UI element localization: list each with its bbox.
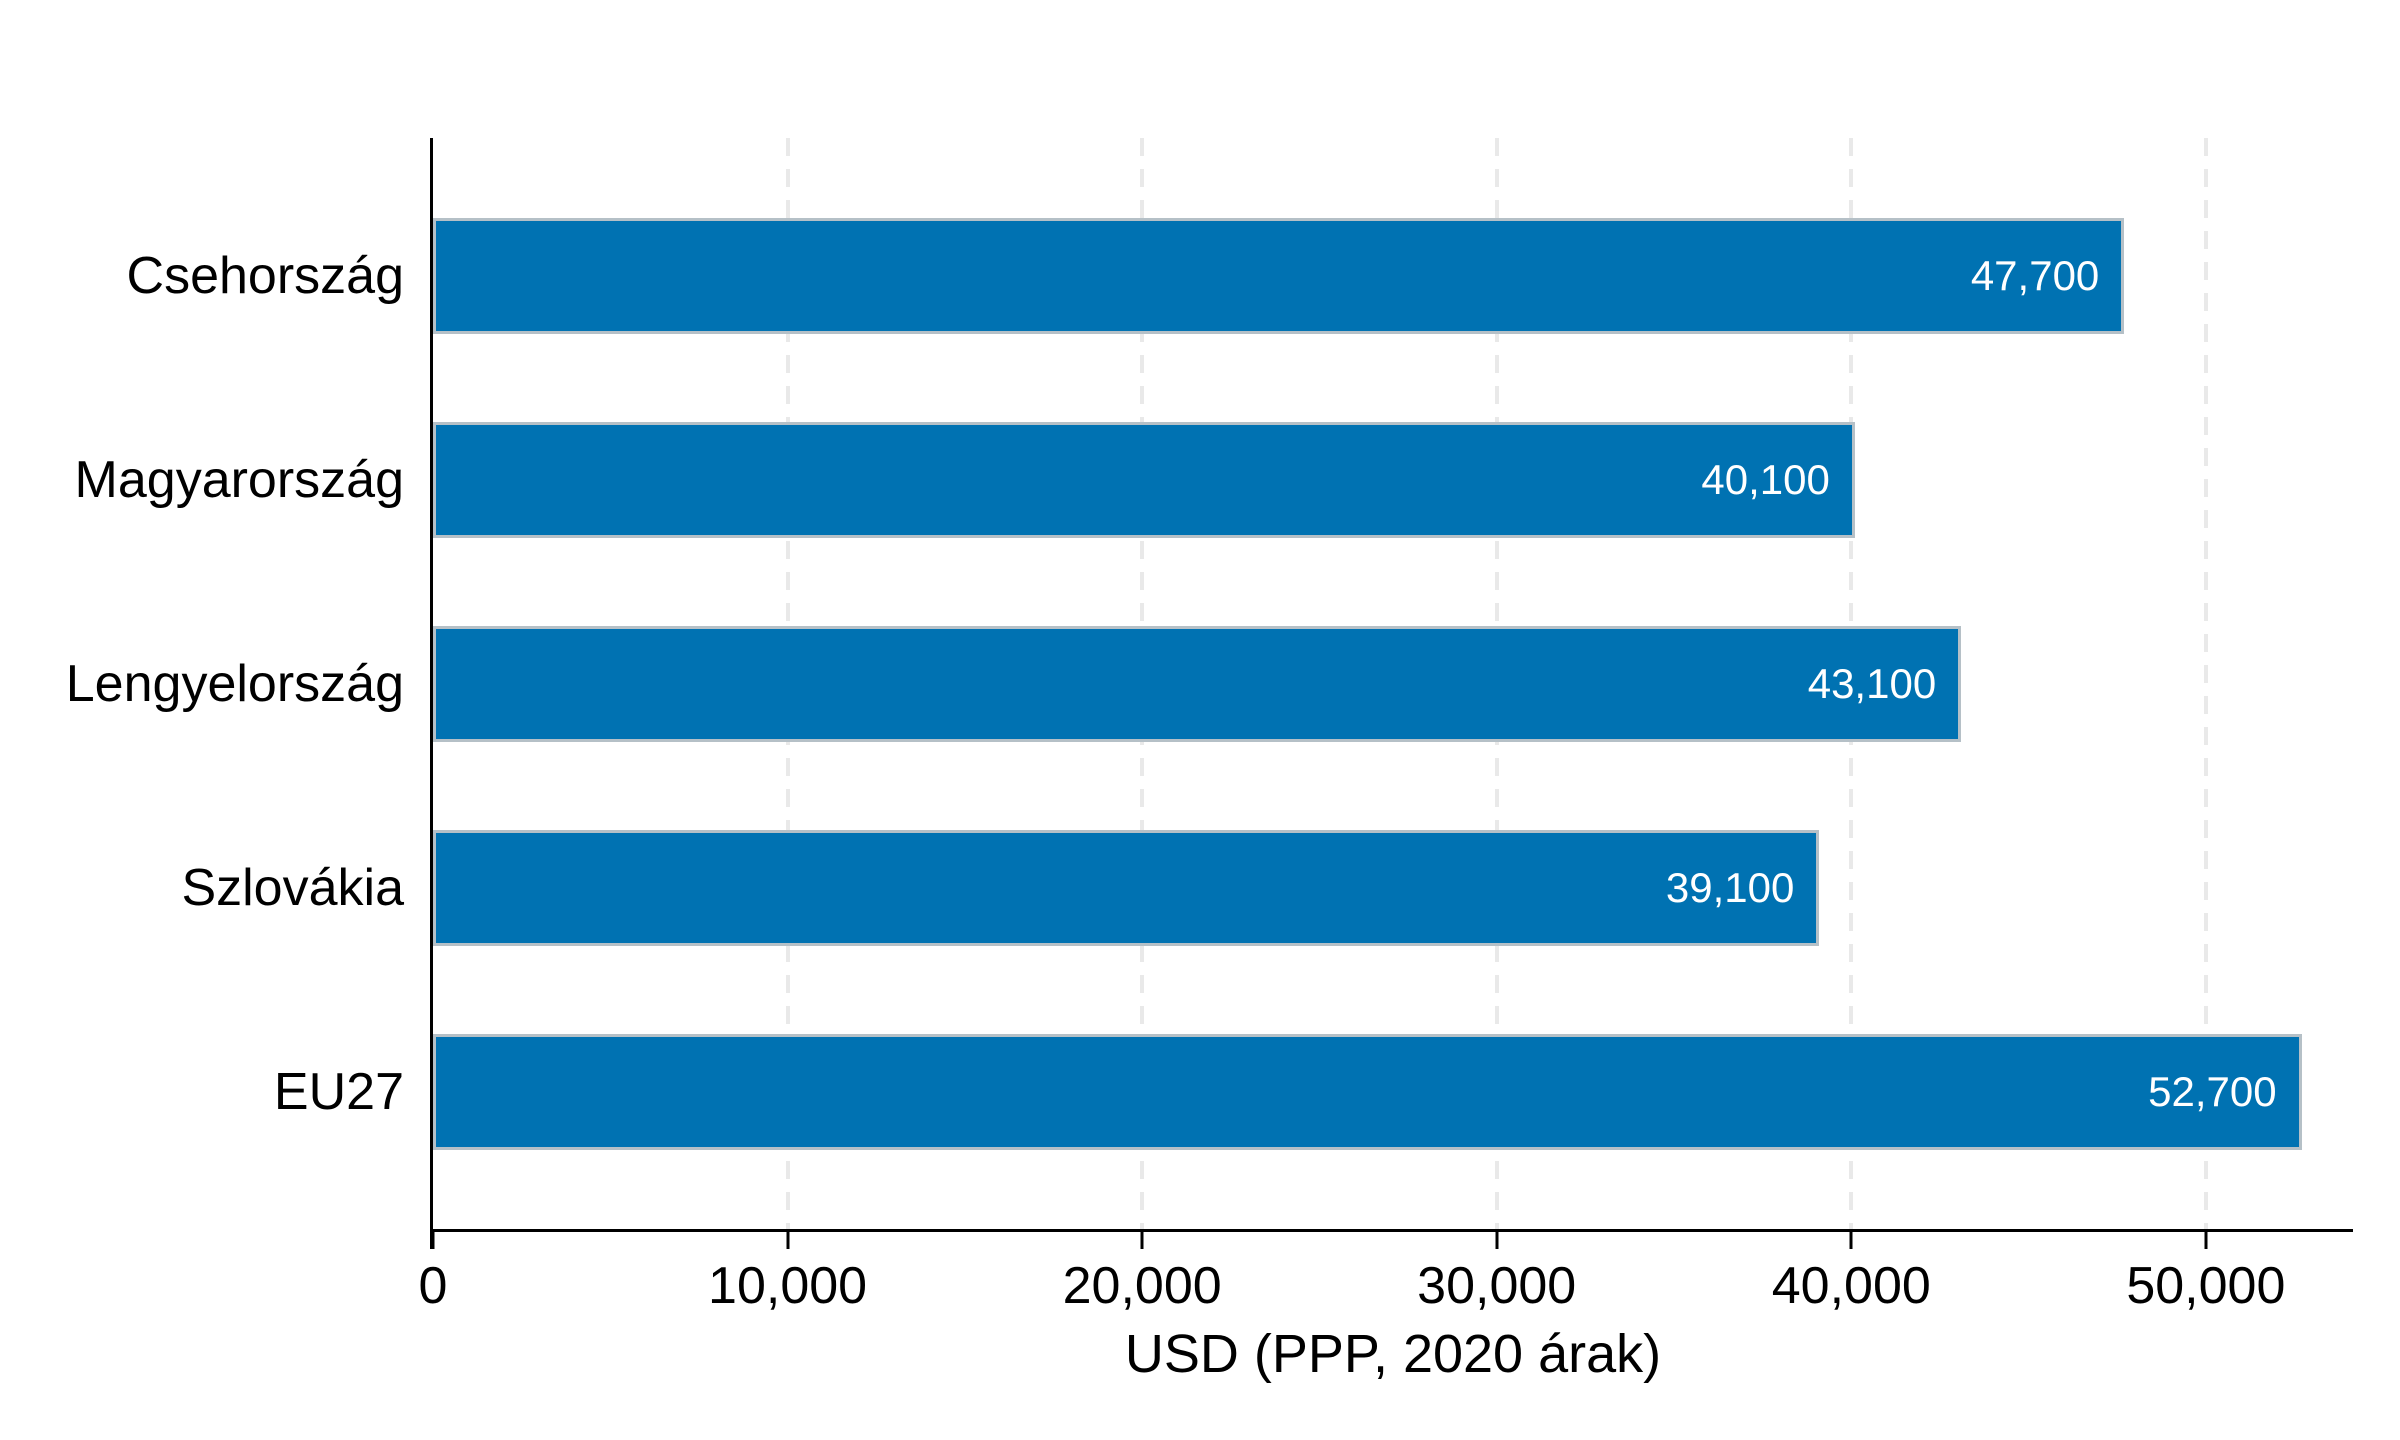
category-axis-labels: Csehország Magyarország Lengyelország Szlov… — [0, 138, 404, 1229]
bar: 43,100 — [433, 625, 1962, 742]
x-axis: 0 10,000 20,000 30,000 40,000 50,000 — [419, 1232, 2353, 1352]
x-tick — [1140, 1232, 1144, 1249]
x-tick — [1495, 1232, 1499, 1249]
bar-value-label: 39,100 — [1665, 863, 1795, 911]
y-axis-line — [430, 138, 433, 1249]
bar-value-label: 40,100 — [1701, 455, 1830, 503]
x-tick — [2204, 1232, 2208, 1249]
category-label: Lengyelország — [65, 654, 404, 713]
x-tick-label: 10,000 — [708, 1257, 868, 1315]
x-axis-title: USD (PPP, 2020 árak) — [1124, 1324, 1662, 1384]
category-label: EU27 — [273, 1062, 404, 1121]
x-tick-label: 20,000 — [1062, 1257, 1222, 1315]
x-tick-label: 50,000 — [2126, 1257, 2286, 1315]
gridline — [2203, 138, 2208, 1229]
bar-value-label: 52,700 — [2148, 1067, 2277, 1115]
category-label: Szlovákia — [181, 858, 404, 917]
x-tick-label: 40,000 — [1771, 1257, 1931, 1315]
category-label: Csehország — [126, 246, 404, 305]
x-tick — [1849, 1232, 1853, 1249]
bar: 52,700 — [433, 1033, 2302, 1150]
bar: 40,100 — [433, 421, 1855, 538]
x-tick-label: 0 — [418, 1257, 448, 1315]
x-tick — [786, 1232, 790, 1249]
plot-area: 47,700 40,100 43,100 39,100 52,700 — [433, 138, 2353, 1229]
bar: 47,700 — [433, 217, 2125, 334]
bar-value-label: 43,100 — [1807, 659, 1937, 707]
category-label: Magyarország — [74, 450, 404, 509]
bar-value-label: 47,700 — [1970, 251, 2100, 299]
x-tick-label: 30,000 — [1417, 1257, 1577, 1315]
x-tick — [431, 1232, 435, 1249]
x-axis-line — [430, 1229, 2353, 1232]
bar: 39,100 — [433, 829, 1820, 946]
